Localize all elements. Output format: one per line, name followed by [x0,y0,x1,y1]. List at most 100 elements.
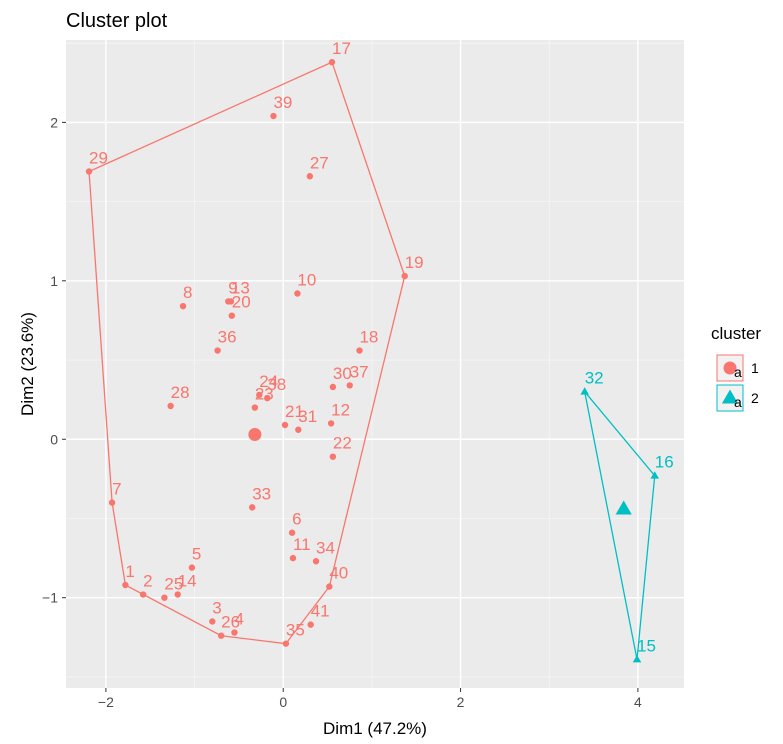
data-point [209,618,216,625]
point-label: 21 [285,402,304,421]
x-tick-label: 2 [457,694,465,710]
point-label: 29 [89,149,108,168]
point-label: 4 [234,610,243,629]
data-point [327,420,335,427]
point-label: 31 [298,407,317,426]
data-point [328,58,336,66]
data-point [231,629,238,636]
point-label: 17 [332,39,351,58]
data-point [307,621,314,628]
point-label: 40 [329,564,348,583]
data-point [167,402,174,410]
data-point [122,581,129,589]
data-point [288,529,296,536]
y-tick-label: 1 [50,273,58,289]
point-label: 6 [292,510,301,529]
point-label: 35 [286,621,305,640]
point-label: 39 [273,93,292,112]
point-label: 12 [331,400,350,419]
point-label: 30 [333,364,352,383]
point-label: 38 [267,375,286,394]
point-label: 13 [231,278,250,297]
point-label: 9 [228,278,237,297]
point-label: 10 [297,270,316,289]
data-point [294,290,301,297]
data-point [632,654,642,663]
legend-circle-icon [723,361,737,375]
cluster-centroid-2 [615,500,632,515]
data-point [248,504,256,511]
x-tick-label: −2 [98,694,114,710]
data-point [139,591,147,598]
x-axis-ticks: −2 0 2 4 [98,688,642,710]
legend-label: 2 [751,390,759,406]
point-label: 28 [171,383,190,402]
data-point [85,168,93,175]
point-label: 34 [316,538,335,557]
data-point [161,594,168,601]
data-point [295,426,302,433]
data-point [174,591,181,598]
data-point [281,421,289,429]
y-axis-ticks: −1 0 1 2 [42,114,66,606]
data-point [227,298,235,305]
legend-glyph: a [734,364,742,380]
data-point [188,564,196,571]
data-point [179,302,187,310]
point-label: 36 [218,328,237,347]
data-point [228,312,236,319]
x-tick-label: 0 [279,694,287,710]
data-point [282,640,290,647]
data-point [251,404,259,411]
data-points [85,58,660,663]
point-label: 16 [655,453,674,472]
data-point [264,394,271,402]
point-label: 24 [259,372,278,391]
data-point [356,347,363,354]
point-label: 26 [221,613,240,632]
point-label: 27 [310,153,329,172]
point-label: 18 [359,328,378,347]
point-label: 20 [232,293,251,312]
grid-lines [66,40,684,688]
point-label: 8 [183,283,192,302]
point-label: 11 [293,535,311,554]
y-tick-label: 0 [50,431,58,447]
point-label: 25 [164,575,183,594]
point-label: 1 [125,562,134,581]
legend-glyph: a [734,394,742,410]
x-tick-label: 4 [634,694,642,710]
legend-triangle-icon [721,389,739,404]
data-point [329,383,337,391]
chart-title: Cluster plot [66,10,168,32]
data-point [289,554,297,562]
point-label: 23 [255,385,274,404]
legend-label: 1 [751,360,759,376]
cluster-hull-2 [584,391,656,660]
y-tick-label: 2 [50,114,58,130]
data-point [650,471,660,479]
point-label: 7 [112,480,121,499]
cluster-centroid-1 [248,428,262,442]
point-label: 37 [350,362,369,381]
point-label: 15 [637,636,656,655]
data-point [270,112,277,120]
data-point [346,382,353,389]
point-label: 33 [252,484,271,503]
data-point [214,347,221,354]
point-label: 32 [585,369,604,388]
data-point [329,453,337,460]
data-point [217,632,225,639]
data-point [312,558,320,565]
data-point [326,583,333,590]
point-label: 5 [192,545,201,564]
point-label: 41 [311,602,330,621]
y-axis-title: Dim2 (23.6%) [18,312,37,416]
plot-panel [66,40,684,688]
data-point [401,272,408,280]
point-label: 19 [405,253,424,272]
x-axis-title: Dim1 (47.2%) [323,719,427,738]
data-point [108,499,116,506]
